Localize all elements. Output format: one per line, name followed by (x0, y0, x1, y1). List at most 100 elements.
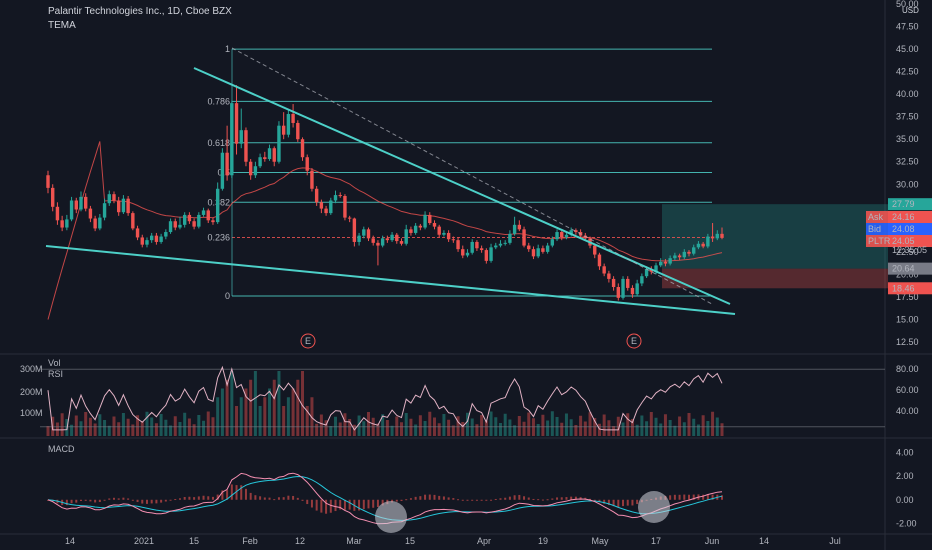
time-tick-label: 14 (759, 536, 769, 546)
volume-bar (296, 379, 300, 436)
volume-bar (74, 415, 78, 436)
volume-bar (678, 416, 682, 436)
macd-histogram-bar (315, 499, 318, 511)
candle-body (263, 157, 267, 160)
macd-tick-label: 0.00 (896, 495, 914, 505)
volume-bar (253, 371, 257, 436)
candle-body (74, 200, 78, 210)
time-tick-label: Jul (829, 536, 841, 546)
fib-level-label: 0 (225, 291, 230, 301)
macd-histogram-bar (197, 496, 200, 500)
macd-histogram-bar (112, 497, 115, 500)
price-tick-label: 50.00 (896, 0, 919, 9)
volume-bar (659, 423, 663, 436)
candle-body (69, 200, 74, 220)
volume-bar (465, 412, 469, 436)
candle-body (357, 235, 361, 242)
volume-bar (414, 424, 418, 436)
macd-histogram-bar (131, 499, 134, 501)
volume-bar (399, 422, 403, 436)
volume-bar (498, 423, 502, 436)
volume-bar (173, 416, 177, 436)
volume-bar (569, 419, 573, 436)
rsi-label: RSI (48, 369, 63, 379)
macd-histogram-bar (343, 499, 346, 510)
macd-histogram-bar (527, 497, 530, 500)
volume-bar (178, 422, 182, 436)
candle-body (281, 125, 286, 135)
volume-bar (597, 423, 601, 436)
candle-body (102, 203, 107, 218)
macd-histogram-bar (263, 497, 266, 500)
macd-histogram-bar (122, 497, 125, 500)
time-tick-label: 12 (295, 536, 305, 546)
price-tag-text: 27.79 (892, 199, 915, 209)
volume-bar (442, 414, 446, 436)
macd-histogram-bar (405, 499, 408, 501)
candle-body (621, 278, 625, 298)
price-tag-name (866, 235, 888, 247)
volume-bar (706, 421, 710, 436)
macd-histogram-bar (160, 499, 163, 503)
time-tick-label: 15 (405, 536, 415, 546)
fib-level-label: 0.786 (207, 96, 230, 106)
macd-histogram-bar (296, 497, 299, 500)
macd-histogram-bar (254, 495, 257, 500)
macd-histogram-bar (325, 499, 328, 514)
macd-histogram-bar (202, 495, 205, 500)
macd-histogram-bar (541, 499, 544, 501)
time-tick-label: Apr (477, 536, 491, 546)
rsi-tick-label: 40.00 (896, 406, 919, 416)
macd-histogram-bar (626, 499, 629, 506)
volume-bar (701, 415, 705, 436)
volume-bar (696, 424, 700, 436)
macd-histogram-bar (367, 499, 370, 509)
time-tick-label: May (591, 536, 609, 546)
macd-histogram-bar (447, 497, 450, 500)
macd-histogram-bar (89, 499, 92, 502)
candle-body (291, 113, 295, 123)
volume-bar (626, 413, 630, 436)
volume-bar (140, 421, 144, 436)
candle-body (296, 122, 300, 140)
macd-histogram-bar (706, 494, 709, 500)
macd-histogram-bar (169, 499, 172, 501)
candle-body (248, 161, 253, 176)
candle-body (215, 188, 220, 223)
volume-bar (258, 406, 262, 436)
price-tick-label: 30.00 (896, 179, 919, 189)
candle-body (234, 103, 239, 144)
volume-bar (55, 422, 59, 436)
candle-body (60, 220, 64, 228)
macd-histogram-bar (546, 499, 549, 501)
macd-histogram-bar (282, 497, 285, 500)
candle-body (206, 210, 210, 221)
volume-bar (192, 424, 196, 436)
candle-body (442, 232, 446, 235)
macd-histogram-bar (395, 499, 398, 502)
candle-body (635, 283, 639, 295)
trendlines[interactable] (45, 47, 736, 315)
candle-body (230, 103, 234, 176)
volume-bar (324, 420, 328, 436)
volume-bar (480, 415, 484, 436)
macd-histogram-bar (466, 499, 469, 501)
volume-bar (164, 419, 168, 436)
volume-bar (136, 415, 140, 436)
volume-bar (640, 415, 644, 436)
macd-histogram-bar (598, 499, 601, 503)
volume-bar (385, 420, 389, 436)
volume-bar (310, 397, 314, 436)
volume-tick-label: 300M (20, 364, 43, 374)
candle-body (371, 238, 375, 243)
candle-body (173, 221, 177, 228)
candle-body (121, 198, 126, 213)
candle-body (192, 221, 196, 227)
macd-histogram-bar (268, 497, 271, 500)
price-tick-label: 45.00 (896, 44, 919, 54)
macd-histogram-bar (98, 499, 101, 503)
candle-body (479, 248, 484, 251)
candle-body (404, 229, 408, 244)
